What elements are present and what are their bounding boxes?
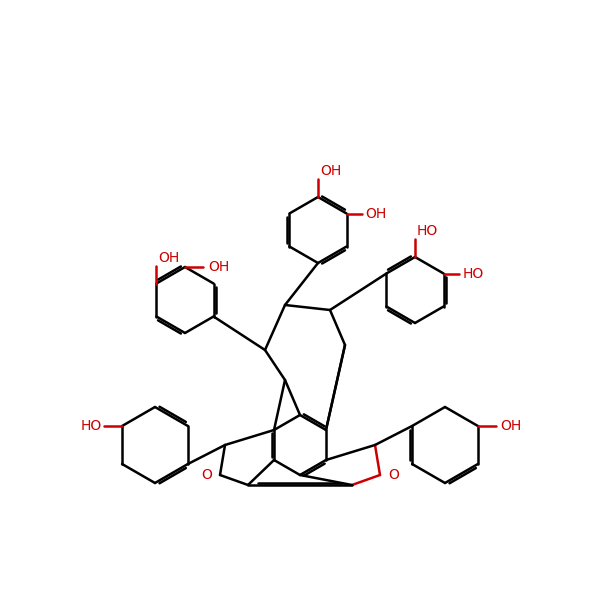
Text: O: O <box>201 468 212 482</box>
Text: HO: HO <box>417 224 438 238</box>
Text: OH: OH <box>158 251 179 265</box>
Text: OH: OH <box>320 164 341 178</box>
Text: OH: OH <box>500 419 521 433</box>
Text: HO: HO <box>463 266 484 280</box>
Text: HO: HO <box>81 419 102 433</box>
Text: OH: OH <box>208 260 229 274</box>
Text: OH: OH <box>365 206 387 220</box>
Text: O: O <box>388 468 399 482</box>
